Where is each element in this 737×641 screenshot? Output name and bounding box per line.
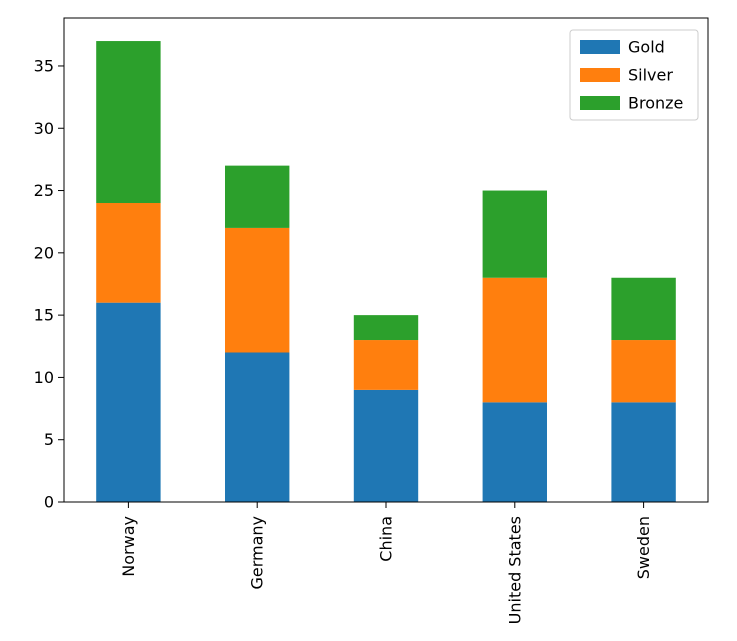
bar-bronze-sweden — [611, 277, 676, 341]
bar-bronze-norway — [96, 41, 161, 204]
bar-silver-china — [353, 340, 419, 390]
y-axis: 0 5 10 15 20 25 30 35 — [34, 56, 64, 512]
legend-label-silver: Silver — [628, 66, 673, 85]
legend: Gold Silver Bronze — [569, 29, 699, 121]
bar-gold-china — [353, 389, 419, 502]
bar-silver-germany — [225, 227, 290, 353]
y-tick-label: 15 — [34, 306, 54, 325]
x-tick-label: Norway — [119, 516, 138, 577]
bar-gold-norway — [96, 302, 161, 502]
y-tick-label: 0 — [44, 493, 54, 512]
bar-silver-norway — [96, 203, 161, 303]
bar-bronze-united-states — [482, 190, 547, 278]
plot-frame — [63, 17, 709, 503]
bar-gold-sweden — [611, 402, 676, 502]
x-tick-label: United States — [505, 516, 524, 624]
x-tick-label: Germany — [248, 516, 267, 590]
legend-label-bronze: Bronze — [628, 94, 683, 113]
y-tick-label: 25 — [34, 181, 54, 200]
y-tick-label: 30 — [34, 119, 54, 138]
bar-gold-germany — [225, 352, 290, 502]
bar-silver-sweden — [611, 340, 676, 403]
bar-silver-united-states — [482, 277, 547, 403]
y-tick-label: 35 — [34, 56, 54, 75]
legend-swatch-bronze — [580, 96, 620, 110]
bar-bronze-china — [353, 315, 419, 341]
legend-swatch-gold — [580, 40, 620, 54]
bars-layer — [96, 41, 676, 502]
bar-gold-united-states — [482, 402, 547, 502]
legend-swatch-silver — [580, 68, 620, 82]
y-tick-label: 5 — [44, 430, 54, 449]
x-tick-label: Sweden — [634, 516, 653, 579]
bar-bronze-germany — [225, 165, 290, 228]
x-axis: Norway Germany China United States Sweden — [119, 502, 653, 624]
x-tick-label: China — [377, 516, 396, 562]
y-tick-label: 10 — [34, 368, 54, 387]
y-tick-label: 20 — [34, 243, 54, 262]
legend-label-gold: Gold — [628, 38, 665, 57]
